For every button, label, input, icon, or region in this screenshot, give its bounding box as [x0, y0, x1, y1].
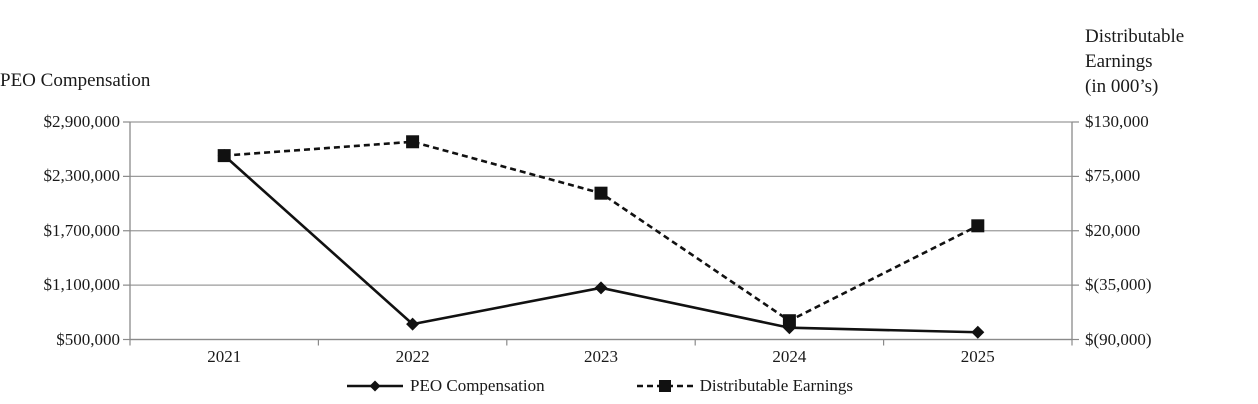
y-axis-right-tick-label: $(35,000) [1085, 275, 1152, 295]
y-axis-right-tick-label: $(90,000) [1085, 329, 1152, 349]
square-marker-icon [594, 186, 608, 200]
y-axis-right-tick-label: $20,000 [1085, 220, 1141, 240]
x-axis-tick-label: 2025 [960, 347, 995, 366]
legend-label: Distributable Earnings [699, 376, 854, 395]
x-axis-tick-label: 2021 [207, 347, 242, 366]
y-axis-right-tick-label: $75,000 [1085, 166, 1141, 186]
right-axis-title-line-3: (in 000’s) [1085, 76, 1159, 97]
right-axis-title-line-1: Distributable [1085, 26, 1185, 47]
diamond-marker-icon [971, 325, 985, 339]
left-axis-title: PEO Compensation [0, 70, 151, 91]
x-axis-tick-label: 2022 [395, 347, 430, 366]
square-marker-icon [406, 135, 420, 149]
y-axis-left-tick-label: $500,000 [56, 329, 120, 349]
y-axis-left-tick-label: $2,900,000 [43, 112, 121, 131]
solid-line-diamond-icon [347, 380, 403, 392]
legend-item-distributable-earnings: Distributable Earnings [636, 376, 854, 396]
legend-label: PEO Compensation [410, 376, 545, 395]
y-axis-left-tick-label: $1,100,000 [43, 275, 121, 295]
x-axis-tick-label: 2024 [772, 347, 807, 366]
legend: PEO Compensation Distributable Earnings [347, 376, 853, 396]
square-marker-icon [971, 219, 985, 233]
square-marker-icon [217, 149, 231, 163]
y-axis-left-tick-label: $1,700,000 [43, 220, 121, 240]
y-axis-right-tick-label: $130,000 [1085, 112, 1149, 131]
diamond-marker-icon [406, 317, 420, 331]
x-axis-tick-label: 2023 [584, 347, 618, 366]
right-axis-title-line-2: Earnings [1085, 51, 1153, 72]
square-marker-icon [782, 314, 796, 328]
right-axis-title: Distributable Earnings (in 000’s) [1085, 24, 1184, 99]
diamond-marker-icon [594, 281, 608, 295]
legend-item-peo-compensation: PEO Compensation [347, 376, 545, 396]
y-axis-left-tick-label: $2,300,000 [43, 166, 121, 186]
dashed-line-square-icon [636, 380, 693, 392]
series-line-diamond [223, 154, 978, 334]
